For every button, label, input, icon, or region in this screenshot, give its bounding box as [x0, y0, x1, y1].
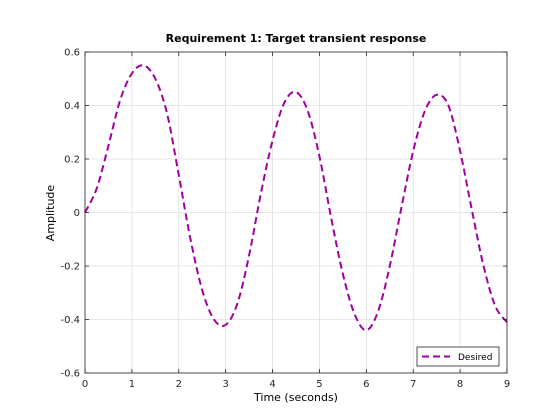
x-tick-label: 0 — [82, 379, 88, 390]
y-tick-label: 0.4 — [64, 101, 80, 112]
x-tick-label: 8 — [457, 379, 463, 390]
y-tick-label: 0 — [74, 208, 80, 219]
x-tick-label: 6 — [363, 379, 369, 390]
y-tick-label: -0.4 — [60, 315, 80, 326]
series-layer — [84, 64, 508, 332]
x-tick-label: 2 — [176, 379, 182, 390]
y-tick-label: -0.2 — [60, 262, 80, 273]
x-tick-label: 3 — [222, 379, 228, 390]
y-tick-label: 0.6 — [64, 48, 80, 59]
legend: Desired — [416, 346, 500, 367]
y-tick-label: 0.2 — [64, 155, 80, 166]
legend-label-desired: Desired — [458, 353, 492, 363]
x-tick-label: 7 — [410, 379, 416, 390]
legend-box — [416, 346, 500, 367]
x-tick-label: 1 — [129, 379, 135, 390]
y-tick-label: -0.6 — [60, 369, 80, 380]
x-tick-label: 4 — [269, 379, 275, 390]
x-tick-label: 5 — [316, 379, 322, 390]
y-axis-label: Amplitude — [44, 185, 57, 242]
x-tick-labels: 0 1 2 3 4 5 6 7 8 9 — [82, 379, 510, 390]
x-axis-label: Time (seconds) — [253, 391, 338, 404]
chart-title: Requirement 1: Target transient response — [166, 32, 427, 45]
series-line-desired — [84, 64, 508, 332]
y-tick-labels: -0.6 -0.4 -0.2 0 0.2 0.4 0.6 — [60, 48, 80, 380]
tick-marks — [84, 51, 508, 374]
x-tick-label: 9 — [504, 379, 510, 390]
